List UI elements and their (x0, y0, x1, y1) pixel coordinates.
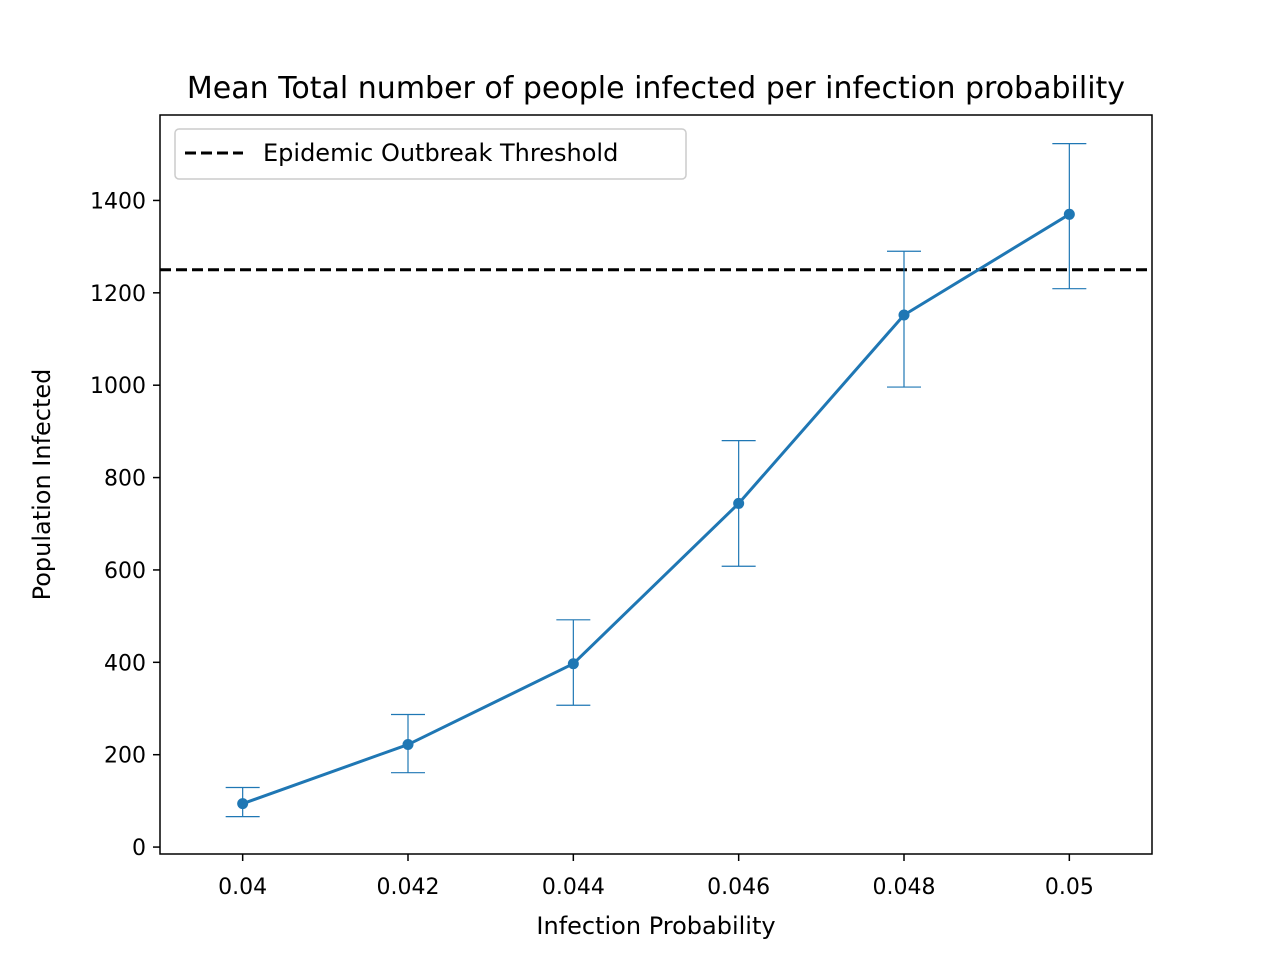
data-point (898, 309, 910, 321)
data-point (733, 497, 745, 509)
legend: Epidemic Outbreak Threshold (174, 128, 687, 180)
data-point (567, 658, 579, 670)
y-tick-label: 1000 (90, 374, 146, 399)
x-tick-label: 0.05 (1045, 875, 1094, 900)
y-tick-label: 600 (104, 559, 146, 584)
y-axis: 0 200 400 600 800 1000 1200 1400 (90, 189, 160, 861)
x-tick-label: 0.042 (377, 875, 440, 900)
y-tick-label: 200 (104, 744, 146, 769)
x-tick-label: 0.044 (542, 875, 605, 900)
y-tick-label: 1200 (90, 282, 146, 307)
plot-area (160, 143, 1152, 818)
x-axis-label: Infection Probability (536, 912, 775, 940)
data-point (237, 798, 249, 810)
series-line (242, 213, 1071, 806)
y-tick-label: 0 (132, 836, 146, 861)
y-tick-label: 800 (104, 467, 146, 492)
data-point (402, 739, 414, 751)
data-point (1063, 208, 1075, 220)
x-tick-label: 0.046 (707, 875, 770, 900)
y-tick-label: 400 (104, 651, 146, 676)
chart-title: Mean Total number of people infected per… (187, 71, 1125, 106)
plot-frame (159, 114, 1153, 855)
y-axis-label: Population Infected (28, 369, 56, 601)
y-tick-label: 1400 (90, 189, 146, 214)
legend-threshold-label: Epidemic Outbreak Threshold (263, 139, 618, 167)
x-tick-label: 0.048 (873, 875, 936, 900)
x-axis: 0.04 0.042 0.044 0.046 0.048 0.05 (218, 854, 1094, 900)
legend-box (174, 128, 687, 180)
x-tick-label: 0.04 (218, 875, 267, 900)
